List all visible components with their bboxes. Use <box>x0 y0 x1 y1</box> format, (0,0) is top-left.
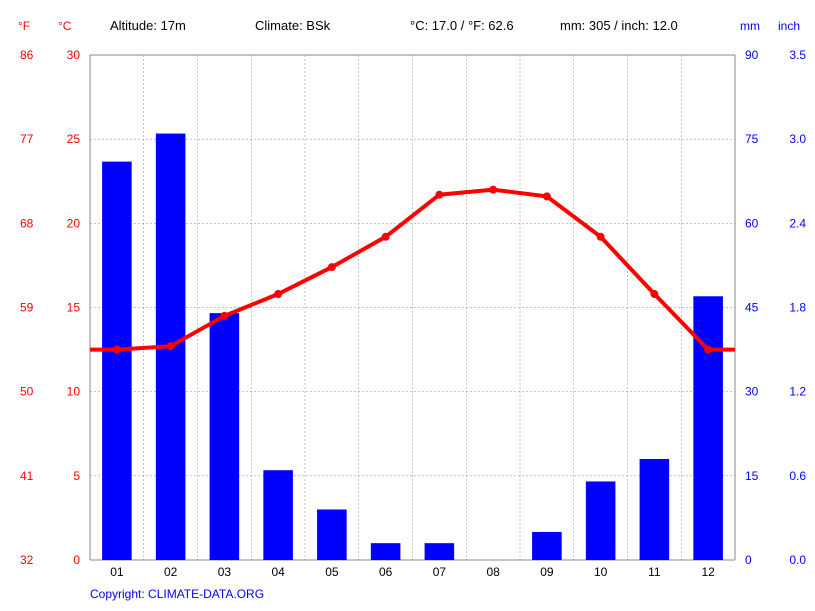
tick-mm: 75 <box>745 132 759 146</box>
x-tick-label: 03 <box>218 565 232 579</box>
axis-title-c: °C <box>58 19 72 33</box>
tick-c: 25 <box>67 132 81 146</box>
precip-bar <box>532 532 562 560</box>
precip-bar <box>425 543 455 560</box>
precip-bar <box>263 470 293 560</box>
tick-c: 10 <box>67 385 81 399</box>
tick-c: 0 <box>73 553 80 567</box>
tick-inch: 2.4 <box>789 216 806 230</box>
tick-mm: 30 <box>745 385 759 399</box>
chart-svg: °F °C mm inch Altitude: 17m Climate: BSk °C: 1… <box>0 0 815 611</box>
tick-f: 77 <box>20 132 34 146</box>
x-tick-label: 09 <box>540 565 554 579</box>
x-tick-label: 07 <box>433 565 447 579</box>
axis-title-inch: inch <box>778 19 800 33</box>
temp-point <box>597 233 605 241</box>
temp-point <box>113 346 121 354</box>
temp-point <box>704 346 712 354</box>
copyright-text: Copyright: CLIMATE-DATA.ORG <box>90 587 264 601</box>
tick-f: 41 <box>20 469 34 483</box>
tick-mm: 15 <box>745 469 759 483</box>
tick-mm: 0 <box>745 553 752 567</box>
tick-inch: 1.2 <box>789 385 806 399</box>
temp-point <box>435 191 443 199</box>
climate-chart: °F °C mm inch Altitude: 17m Climate: BSk °C: 1… <box>0 0 815 611</box>
precip-bar <box>210 313 240 560</box>
header-precip-summary: mm: 305 / inch: 12.0 <box>560 18 678 33</box>
tick-mm: 45 <box>745 301 759 315</box>
header-climate: Climate: BSk <box>255 18 331 33</box>
temp-point <box>328 263 336 271</box>
temp-point <box>382 233 390 241</box>
header-altitude: Altitude: 17m <box>110 18 186 33</box>
tick-f: 32 <box>20 553 34 567</box>
tick-f: 50 <box>20 385 34 399</box>
header-temp-summary: °C: 17.0 / °F: 62.6 <box>410 18 514 33</box>
tick-inch: 0.0 <box>789 553 806 567</box>
x-tick-label: 11 <box>648 565 661 579</box>
temp-point <box>650 290 658 298</box>
x-tick-label: 02 <box>164 565 178 579</box>
temp-point <box>167 342 175 350</box>
tick-c: 15 <box>67 301 81 315</box>
x-tick-label: 01 <box>110 565 124 579</box>
precip-bar <box>586 481 616 560</box>
axis-title-f: °F <box>18 19 30 33</box>
temp-point <box>220 312 228 320</box>
tick-inch: 3.5 <box>789 48 806 62</box>
tick-mm: 90 <box>745 48 759 62</box>
tick-f: 59 <box>20 301 34 315</box>
x-tick-label: 08 <box>486 565 500 579</box>
x-tick-label: 10 <box>594 565 608 579</box>
precip-bar <box>640 459 670 560</box>
precip-bar <box>317 510 347 561</box>
tick-c: 20 <box>67 216 81 230</box>
axis-title-mm: mm <box>740 19 760 33</box>
tick-f: 86 <box>20 48 34 62</box>
x-tick-label: 12 <box>701 565 715 579</box>
tick-c: 30 <box>67 48 81 62</box>
tick-inch: 1.8 <box>789 301 806 315</box>
x-tick-label: 05 <box>325 565 339 579</box>
precip-bar <box>102 162 132 560</box>
x-tick-label: 06 <box>379 565 393 579</box>
precip-bar <box>371 543 401 560</box>
tick-c: 5 <box>73 469 80 483</box>
temp-point <box>274 290 282 298</box>
temp-point <box>543 192 551 200</box>
precip-bar <box>693 296 723 560</box>
temp-point <box>489 186 497 194</box>
tick-f: 68 <box>20 216 34 230</box>
x-tick-label: 04 <box>271 565 285 579</box>
tick-inch: 3.0 <box>789 132 806 146</box>
tick-mm: 60 <box>745 216 759 230</box>
tick-inch: 0.6 <box>789 469 806 483</box>
